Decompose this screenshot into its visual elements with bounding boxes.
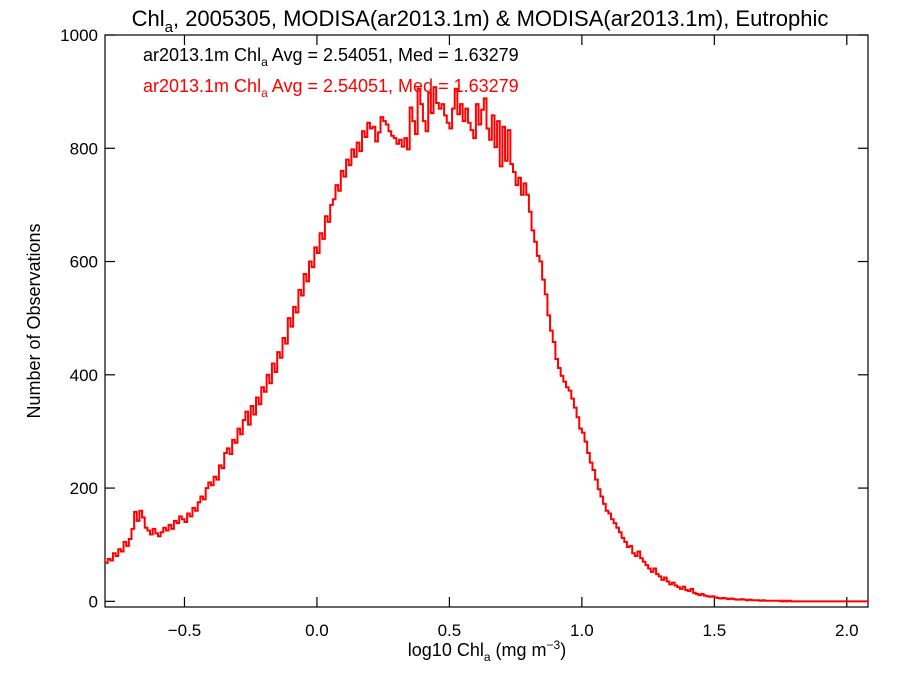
x-tick-label: 1.5 bbox=[703, 621, 727, 640]
x-tick-label: 2.0 bbox=[835, 621, 859, 640]
chart-title: Chla, 2005305, MODISA(ar2013.1m) & MODIS… bbox=[132, 6, 829, 36]
y-tick-label: 800 bbox=[70, 139, 98, 158]
y-tick-label: 600 bbox=[70, 253, 98, 272]
histogram-series bbox=[105, 86, 868, 603]
x-tick-label: 0.0 bbox=[305, 621, 329, 640]
plot-frame bbox=[104, 34, 869, 608]
histogram-step-line bbox=[105, 86, 868, 603]
annotation-red: ar2013.1m Chla Avg = 2.54051, Med = 1.63… bbox=[143, 76, 519, 100]
y-tick-label: 200 bbox=[70, 479, 98, 498]
x-axis-label: log10 Chla (mg m−3) bbox=[408, 638, 566, 664]
y-tick-label: 0 bbox=[89, 592, 98, 611]
y-tick-label: 400 bbox=[70, 366, 98, 385]
annotation-black: ar2013.1m Chla Avg = 2.54051, Med = 1.63… bbox=[143, 45, 519, 69]
x-tick-label: −0.5 bbox=[168, 621, 202, 640]
x-tick-label: 1.0 bbox=[570, 621, 594, 640]
y-tick-label: 1000 bbox=[60, 26, 98, 45]
y-axis-ticks: 0 200 400 600 800 1000 bbox=[60, 26, 868, 611]
x-axis-ticks: −0.5 0.0 0.5 1.0 1.5 2.0 bbox=[168, 35, 859, 640]
y-axis-label: Number of Observations bbox=[24, 223, 44, 418]
x-tick-label: 0.5 bbox=[438, 621, 462, 640]
